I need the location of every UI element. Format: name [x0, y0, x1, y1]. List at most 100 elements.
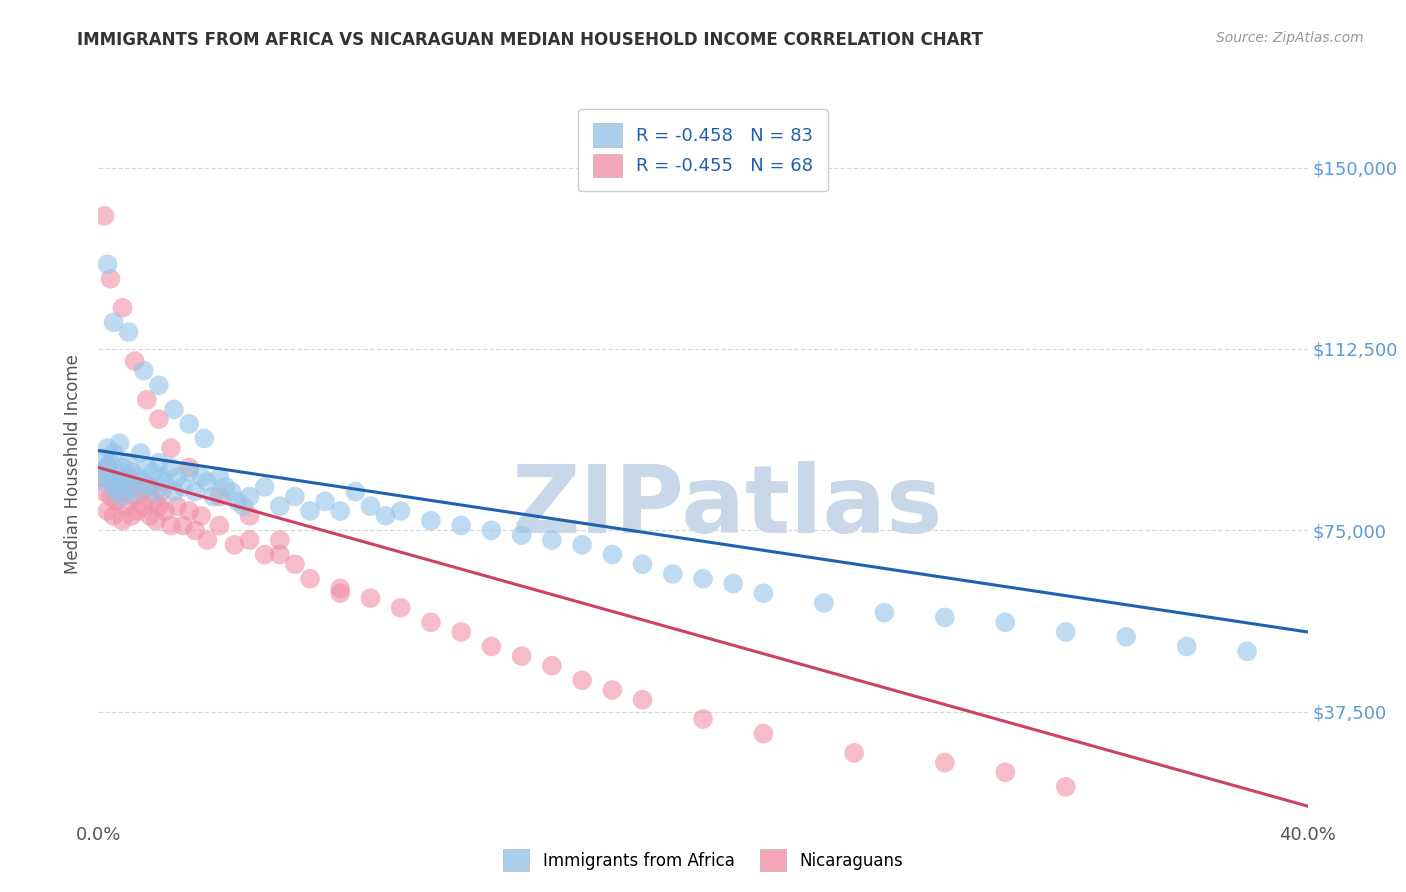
Point	[540, 533, 562, 547]
Point	[389, 600, 412, 615]
Point	[127, 504, 149, 518]
Point	[873, 606, 896, 620]
Point	[118, 470, 141, 484]
Point	[166, 499, 188, 513]
Point	[139, 508, 162, 523]
Point	[163, 402, 186, 417]
Point	[118, 480, 141, 494]
Point	[661, 566, 683, 581]
Point	[692, 572, 714, 586]
Point	[93, 450, 115, 465]
Point	[145, 484, 167, 499]
Point	[163, 484, 186, 499]
Point	[299, 504, 322, 518]
Point	[844, 746, 866, 760]
Point	[148, 412, 170, 426]
Point	[132, 499, 155, 513]
Point	[195, 475, 218, 489]
Point	[934, 756, 956, 770]
Legend: R = -0.458   N = 83, R = -0.455   N = 68: R = -0.458 N = 83, R = -0.455 N = 68	[578, 109, 828, 192]
Text: IMMIGRANTS FROM AFRICA VS NICARAGUAN MEDIAN HOUSEHOLD INCOME CORRELATION CHART: IMMIGRANTS FROM AFRICA VS NICARAGUAN MED…	[77, 31, 983, 49]
Point	[994, 765, 1017, 780]
Y-axis label: Median Household Income: Median Household Income	[65, 354, 83, 574]
Point	[96, 257, 118, 271]
Point	[179, 417, 201, 431]
Point	[314, 494, 336, 508]
Point	[692, 712, 714, 726]
Point	[90, 470, 112, 484]
Point	[360, 499, 382, 513]
Point	[208, 518, 231, 533]
Point	[284, 558, 307, 572]
Point	[481, 524, 503, 538]
Point	[127, 470, 149, 484]
Point	[160, 460, 183, 475]
Point	[994, 615, 1017, 630]
Point	[1236, 644, 1258, 658]
Point	[124, 490, 146, 504]
Point	[193, 432, 215, 446]
Point	[100, 470, 122, 484]
Point	[135, 392, 157, 407]
Point	[253, 548, 276, 562]
Point	[1115, 630, 1137, 644]
Point	[284, 490, 307, 504]
Point	[135, 480, 157, 494]
Point	[481, 640, 503, 654]
Point	[329, 582, 352, 596]
Point	[111, 484, 134, 499]
Point	[224, 538, 246, 552]
Point	[221, 484, 243, 499]
Point	[190, 508, 212, 523]
Point	[148, 456, 170, 470]
Point	[124, 354, 146, 368]
Point	[114, 499, 136, 513]
Point	[752, 726, 775, 740]
Point	[239, 490, 262, 504]
Point	[239, 508, 262, 523]
Point	[1175, 640, 1198, 654]
Point	[153, 475, 176, 489]
Point	[172, 480, 194, 494]
Point	[93, 475, 115, 489]
Point	[226, 494, 249, 508]
Point	[103, 446, 125, 460]
Point	[510, 528, 533, 542]
Point	[111, 490, 134, 504]
Point	[420, 514, 443, 528]
Point	[374, 508, 396, 523]
Point	[96, 460, 118, 475]
Point	[105, 484, 128, 499]
Point	[179, 504, 201, 518]
Point	[96, 460, 118, 475]
Point	[108, 436, 131, 450]
Point	[752, 586, 775, 600]
Point	[253, 480, 276, 494]
Point	[142, 465, 165, 479]
Point	[160, 441, 183, 455]
Point	[190, 470, 212, 484]
Point	[132, 364, 155, 378]
Point	[239, 533, 262, 547]
Point	[172, 518, 194, 533]
Point	[93, 484, 115, 499]
Point	[148, 378, 170, 392]
Point	[631, 558, 654, 572]
Point	[93, 209, 115, 223]
Point	[631, 692, 654, 706]
Point	[723, 576, 745, 591]
Point	[179, 465, 201, 479]
Point	[108, 480, 131, 494]
Point	[150, 470, 173, 484]
Point	[105, 465, 128, 479]
Point	[202, 490, 225, 504]
Point	[329, 586, 352, 600]
Point	[124, 484, 146, 499]
Point	[111, 460, 134, 475]
Point	[195, 533, 218, 547]
Point	[118, 325, 141, 339]
Point	[1054, 780, 1077, 794]
Legend: Immigrants from Africa, Nicaraguans: Immigrants from Africa, Nicaraguans	[495, 841, 911, 880]
Point	[208, 490, 231, 504]
Point	[118, 456, 141, 470]
